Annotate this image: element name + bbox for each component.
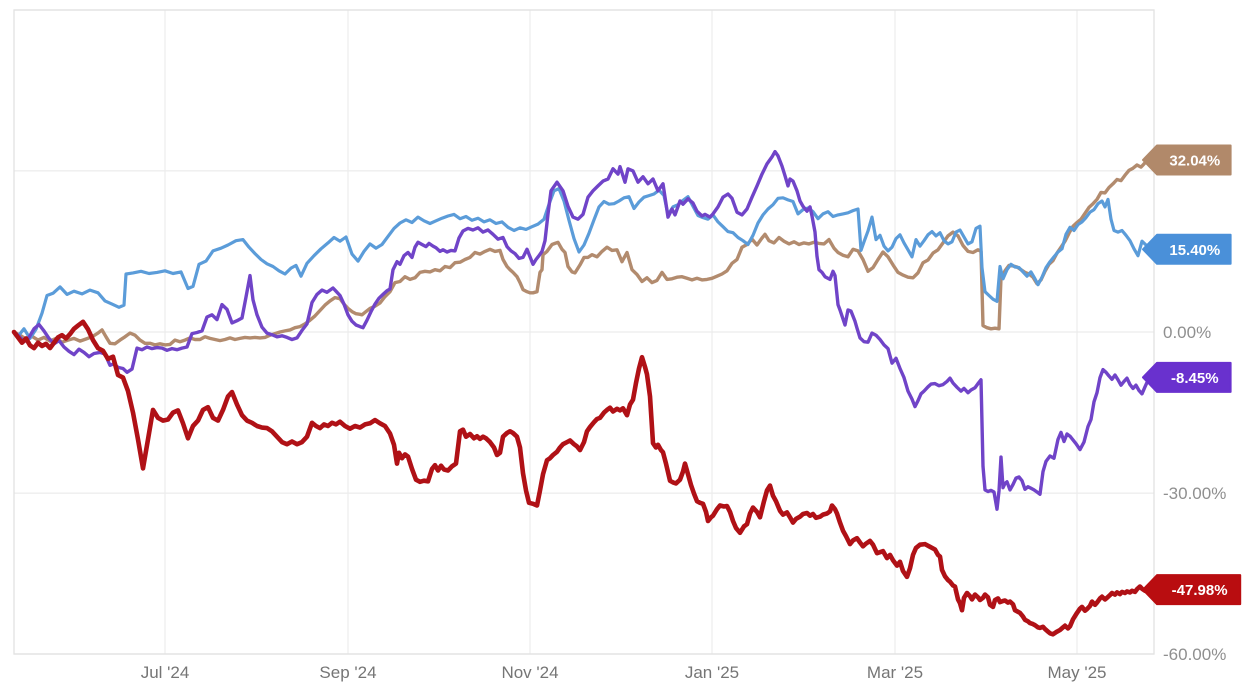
- series-purple-badge: [1142, 361, 1232, 393]
- badge-layer: 32.04% 15.40% -8.45% -47.98%: [1142, 144, 1242, 606]
- axis-labels-layer: Jul '24 Sep '24 Nov '24 Jan '25 Mar '25 May '…: [141, 323, 1227, 682]
- series-red-badge-label: -47.98%: [1172, 582, 1228, 599]
- series-purple-line[interactable]: [12, 149, 1157, 511]
- y-axis-label: -60.00%: [1163, 645, 1226, 664]
- series-blue-badge: [1142, 233, 1232, 265]
- x-axis-label: Mar '25: [867, 663, 923, 682]
- grid-layer: [13, 9, 1155, 655]
- x-axis-label: Nov '24: [501, 663, 558, 682]
- series-tan-badge-label: 32.04%: [1169, 152, 1220, 169]
- series-red-line[interactable]: [11, 319, 1158, 637]
- x-axis-label: Jul '24: [141, 663, 190, 682]
- x-axis-label: May '25: [1048, 663, 1107, 682]
- series-red-badge: [1142, 574, 1242, 606]
- x-axis-label: Jan '25: [685, 663, 739, 682]
- series-tan-line[interactable]: [12, 158, 1157, 347]
- series-blue-line[interactable]: [12, 187, 1157, 340]
- series-purple-badge-label: -8.45%: [1171, 370, 1219, 387]
- y-axis-label: -30.00%: [1163, 484, 1226, 503]
- y-axis-label: 0.00%: [1163, 323, 1211, 342]
- series-layer: [11, 149, 1158, 637]
- series-blue-badge-label: 15.40%: [1169, 242, 1220, 259]
- x-axis-label: Sep '24: [319, 663, 376, 682]
- series-tan-badge: [1142, 144, 1232, 176]
